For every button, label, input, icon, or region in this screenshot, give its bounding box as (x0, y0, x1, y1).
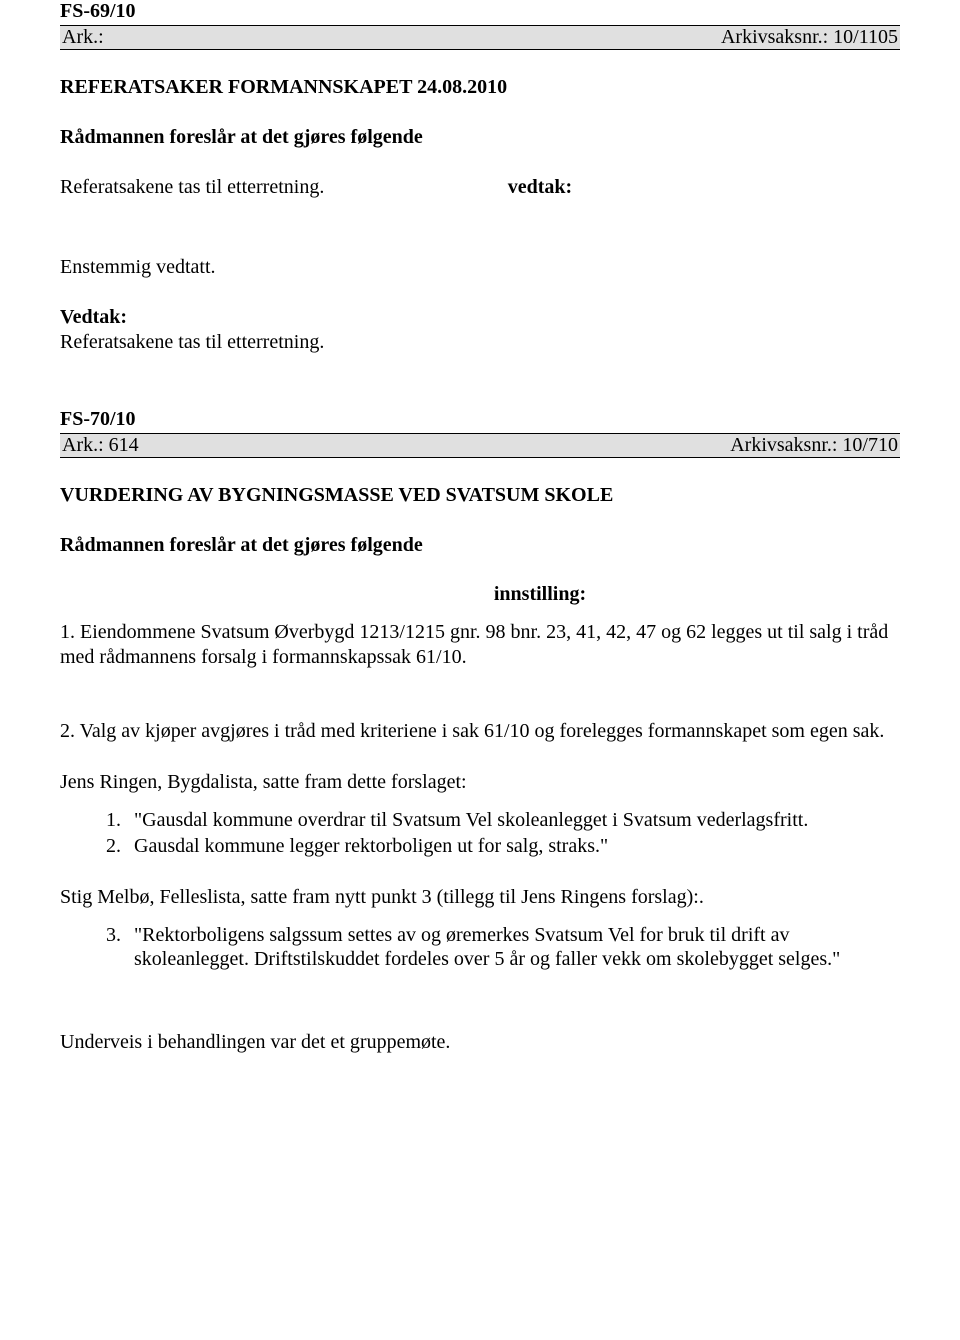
case1-ark-row: Ark.: Arkivsaksnr.: 10/1105 (60, 25, 900, 50)
case2-para2: 2. Valg av kjøper avgjøres i tråd med kr… (60, 719, 900, 743)
case1-vedtak-text: Referatsakene tas til etterretning. (60, 330, 900, 354)
case2-para1: 1. Eiendommene Svatsum Øverbygd 1213/121… (60, 620, 900, 669)
case1-unanimous: Enstemmig vedtatt. (60, 255, 900, 279)
case1-title: REFERATSAKER FORMANNSKAPET 24.08.2010 (60, 76, 900, 99)
case1-vedtak-block: Vedtak: (60, 305, 900, 329)
list-text: "Rektorboligens salgssum settes av og ør… (134, 923, 900, 972)
list-number: 3. (106, 923, 134, 972)
case1-proposal-bold: Rådmannen foreslår at det gjøres følgend… (60, 126, 423, 148)
list-item: 1. "Gausdal kommune overdrar til Svatsum… (106, 808, 900, 832)
case1-vedtak-label: Vedtak: (60, 306, 127, 328)
case1-id: FS-69/10 (60, 0, 900, 23)
case2-ark-left: Ark.: 614 (62, 434, 730, 457)
case2-ark-row: Ark.: 614 Arkivsaksnr.: 10/710 (60, 433, 900, 458)
case2-innstilling-label: innstilling: (60, 583, 900, 606)
case2-ark-right: Arkivsaksnr.: 10/710 (730, 434, 898, 457)
document-page: FS-69/10 Ark.: Arkivsaksnr.: 10/1105 REF… (0, 0, 960, 1094)
case2-id: FS-70/10 (60, 408, 900, 431)
case1-ark-left: Ark.: (62, 26, 721, 49)
case2-proposal-bold: Rådmannen foreslår at det gjøres følgend… (60, 534, 423, 556)
case1-proposal-line: Rådmannen foreslår at det gjøres følgend… (60, 125, 900, 149)
case1-ark-right: Arkivsaksnr.: 10/1105 (721, 26, 898, 49)
list-text: "Gausdal kommune overdrar til Svatsum Ve… (134, 808, 900, 832)
case1-header: FS-69/10 Ark.: Arkivsaksnr.: 10/1105 (60, 0, 900, 50)
case2-closing: Underveis i behandlingen var det et grup… (60, 1030, 900, 1054)
list-item: 3. "Rektorboligens salgssum settes av og… (106, 923, 900, 972)
case2-jens-list: 1. "Gausdal kommune overdrar til Svatsum… (60, 808, 900, 859)
case2-jens-intro: Jens Ringen, Bygdalista, satte fram dett… (60, 770, 900, 794)
list-item: 2. Gausdal kommune legger rektorboligen … (106, 834, 900, 858)
case2-stig-intro: Stig Melbø, Felleslista, satte fram nytt… (60, 885, 900, 909)
case2-stig-list: 3. "Rektorboligens salgssum settes av og… (60, 923, 900, 972)
case2-header: FS-70/10 Ark.: 614 Arkivsaksnr.: 10/710 (60, 408, 900, 458)
list-text: Gausdal kommune legger rektorboligen ut … (134, 834, 900, 858)
case2-proposal-line: Rådmannen foreslår at det gjøres følgend… (60, 533, 900, 557)
list-number: 1. (106, 808, 134, 832)
case2-title: VURDERING AV BYGNINGSMASSE VED SVATSUM S… (60, 484, 900, 507)
list-number: 2. (106, 834, 134, 858)
